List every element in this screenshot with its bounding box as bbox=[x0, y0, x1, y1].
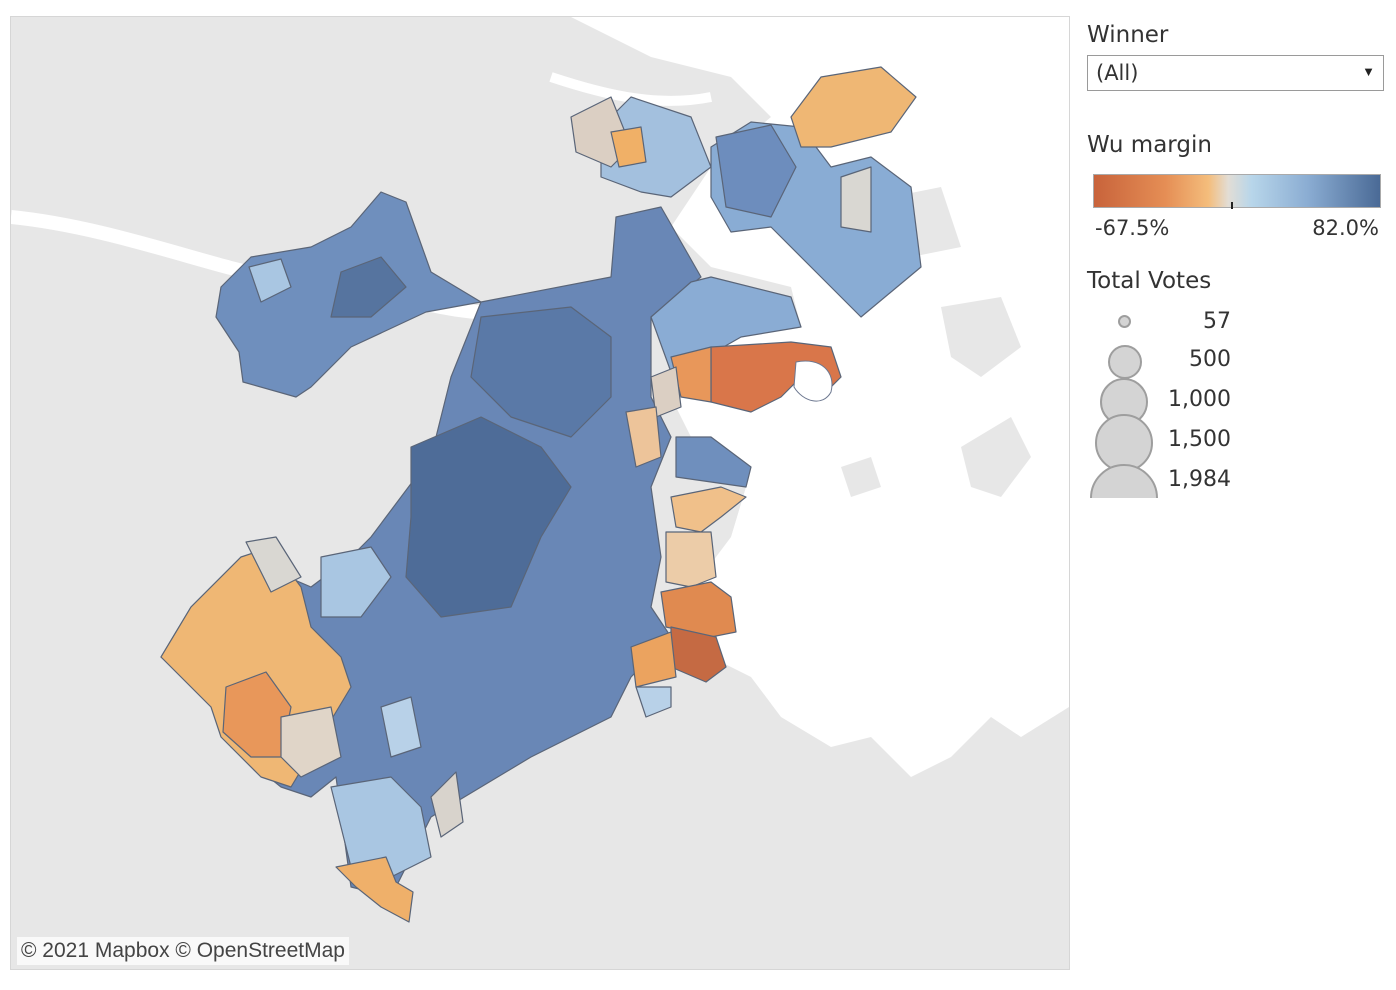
region-south-boston-neutral[interactable] bbox=[650, 366, 682, 418]
region-cedar-grove[interactable] bbox=[630, 631, 677, 688]
region-brighton-light[interactable] bbox=[248, 258, 292, 303]
size-legend-label: 1,984 bbox=[1168, 467, 1231, 492]
region-dorchester-light-peach[interactable] bbox=[665, 531, 717, 588]
chevron-down-icon[interactable]: ▼ bbox=[1362, 64, 1375, 79]
color-legend-max: 82.0% bbox=[1312, 216, 1379, 240]
region-east-boston-orange[interactable] bbox=[790, 66, 917, 148]
boston-harbor-pier bbox=[793, 360, 833, 402]
region-roxbury-dark[interactable] bbox=[405, 416, 572, 618]
region-east-boston-dark[interactable] bbox=[715, 124, 797, 218]
region-jp-light[interactable] bbox=[320, 546, 392, 618]
map-canvas[interactable] bbox=[11, 17, 1069, 969]
size-circle-icon bbox=[1090, 464, 1158, 498]
region-hyde-park-south[interactable] bbox=[335, 856, 414, 923]
harbor-island-3 bbox=[841, 457, 881, 497]
region-rosl-light[interactable] bbox=[380, 696, 422, 758]
region-charlestown-orange[interactable] bbox=[610, 126, 647, 168]
region-south-boston-peach[interactable] bbox=[625, 406, 662, 468]
color-legend-midpoint-tick bbox=[1231, 202, 1233, 209]
region-dorchester-peach[interactable] bbox=[670, 486, 747, 533]
size-legend-label: 500 bbox=[1189, 347, 1231, 372]
region-columbia-point[interactable] bbox=[675, 436, 752, 488]
region-neponset-orange[interactable] bbox=[660, 581, 737, 638]
map-attribution[interactable]: © 2021 Mapbox © OpenStreetMap bbox=[17, 937, 349, 965]
size-legend-label: 1,000 bbox=[1168, 387, 1231, 412]
size-legend-item[interactable]: 1,984 bbox=[1087, 462, 1387, 498]
region-west-rox-neutral[interactable] bbox=[280, 706, 342, 778]
size-legend-item[interactable]: 1,500 bbox=[1087, 414, 1387, 472]
region-lower-mills-light[interactable] bbox=[635, 686, 672, 718]
harbor-island-2 bbox=[961, 417, 1031, 497]
color-legend-gradient bbox=[1093, 174, 1381, 209]
choropleth-map[interactable]: © 2021 Mapbox © OpenStreetMap bbox=[10, 16, 1070, 970]
size-circle-icon bbox=[1095, 414, 1153, 472]
region-south-end-dark[interactable] bbox=[470, 306, 612, 438]
size-circle-icon bbox=[1118, 315, 1131, 328]
winner-filter-value: (All) bbox=[1096, 61, 1139, 85]
size-legend-item[interactable]: 500 bbox=[1087, 342, 1387, 382]
size-circle-icon bbox=[1108, 345, 1142, 379]
size-legend-label: 1,500 bbox=[1168, 427, 1231, 452]
region-brighton-dark[interactable] bbox=[330, 256, 407, 318]
color-legend-title: Wu margin bbox=[1087, 132, 1212, 158]
size-legend-title: Total Votes bbox=[1087, 268, 1212, 294]
color-legend-min: -67.5% bbox=[1095, 216, 1170, 240]
region-west-rox-grey[interactable] bbox=[245, 536, 302, 593]
region-mattapan-neutral[interactable] bbox=[430, 771, 464, 838]
size-legend-label: 57 bbox=[1203, 309, 1231, 334]
region-east-boston-grey[interactable] bbox=[840, 166, 872, 233]
harbor-island-1 bbox=[941, 297, 1021, 377]
size-legend-item[interactable]: 57 bbox=[1087, 304, 1387, 344]
winner-filter-dropdown[interactable]: (All) ▼ bbox=[1087, 55, 1384, 91]
winner-filter-title: Winner bbox=[1087, 22, 1169, 48]
region-charlestown[interactable] bbox=[600, 96, 712, 198]
